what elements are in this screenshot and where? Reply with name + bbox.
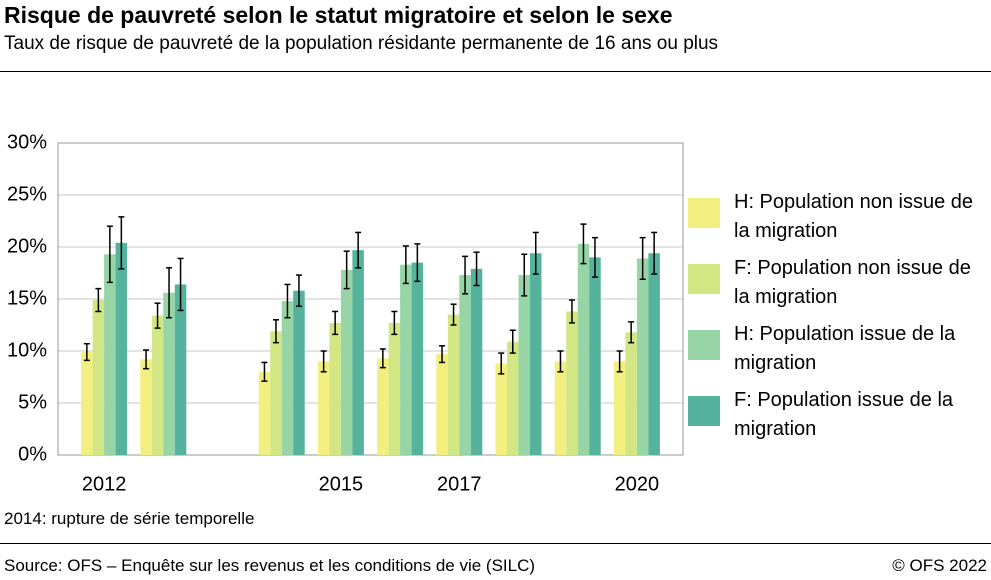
legend-swatch: [688, 198, 720, 228]
legend-item: F: Population non issue de la migration: [688, 254, 991, 312]
bar: [281, 301, 294, 455]
y-tick-label: 0%: [18, 443, 47, 465]
bar: [104, 254, 116, 455]
bar: [140, 359, 152, 455]
x-tick-label: 2012: [82, 473, 127, 495]
bar: [589, 257, 601, 455]
bar: [436, 354, 448, 455]
legend-label: F: Population issue de la migration: [734, 389, 954, 440]
y-tick-label: 20%: [7, 235, 47, 257]
bar: [613, 361, 626, 455]
bar: [470, 268, 483, 455]
bar: [636, 258, 649, 455]
bar: [495, 363, 507, 455]
bar: [518, 275, 530, 455]
bar: [400, 264, 412, 455]
legend-swatch: [688, 396, 720, 426]
footnote: 2014: rupture de série temporelle: [4, 509, 255, 528]
bar: [317, 361, 330, 455]
y-tick-label: 25%: [7, 183, 47, 205]
copyright: © OFS 2022: [892, 556, 987, 575]
chart-subtitle: Taux de risque de pauvreté de la populat…: [4, 33, 719, 54]
bar: [163, 292, 175, 455]
bar: [411, 262, 424, 455]
bar: [648, 253, 660, 455]
y-tick-label: 10%: [7, 339, 47, 361]
y-tick-label: 15%: [7, 287, 47, 309]
y-tick-label: 5%: [18, 391, 47, 413]
legend-label: H: Population non issue de la migration: [734, 191, 974, 242]
bar: [388, 322, 401, 455]
x-tick-label: 2020: [615, 473, 660, 495]
y-tick-label: 30%: [7, 131, 47, 153]
bar: [81, 352, 93, 455]
bar: [174, 284, 187, 455]
rule: [0, 71, 991, 72]
legend-swatch: [688, 264, 720, 294]
source: Source: OFS – Enquête sur les revenus et…: [4, 556, 536, 575]
bar: [115, 242, 128, 455]
chart: 0% 5% 10% 15% 20% 25% 30% 2012 2015 2017 2020: [7, 131, 684, 495]
bar: [92, 300, 105, 455]
legend-label: F: Population non issue de la migration: [734, 257, 971, 308]
bar: [577, 243, 590, 455]
bar: [258, 371, 271, 455]
bar: [566, 311, 578, 455]
x-tick-label: 2017: [437, 473, 482, 495]
x-tick-label: 2015: [319, 473, 364, 495]
bar: [352, 250, 364, 455]
legend-item: H: Population issue de la migration: [688, 320, 991, 378]
bar: [377, 358, 389, 455]
legend-swatch: [688, 330, 720, 360]
chart-title: Risque de pauvreté selon le statut migra…: [4, 2, 673, 28]
bar: [329, 322, 341, 455]
legend: H: Population non issue de la migration F…: [688, 188, 991, 452]
bar: [554, 361, 567, 455]
legend-item: H: Population non issue de la migration: [688, 188, 991, 246]
bar: [459, 275, 471, 455]
bar: [447, 314, 460, 455]
bar: [530, 253, 542, 455]
bar: [270, 331, 282, 455]
rule: [0, 543, 991, 544]
plot-frame: [57, 142, 684, 456]
bar: [151, 315, 164, 455]
bar: [293, 290, 305, 455]
bar: [340, 269, 353, 455]
legend-item: F: Population issue de la migration: [688, 386, 991, 444]
bar: [507, 341, 519, 455]
legend-label: H: Population issue de la migration: [734, 323, 956, 374]
bar: [625, 332, 637, 455]
